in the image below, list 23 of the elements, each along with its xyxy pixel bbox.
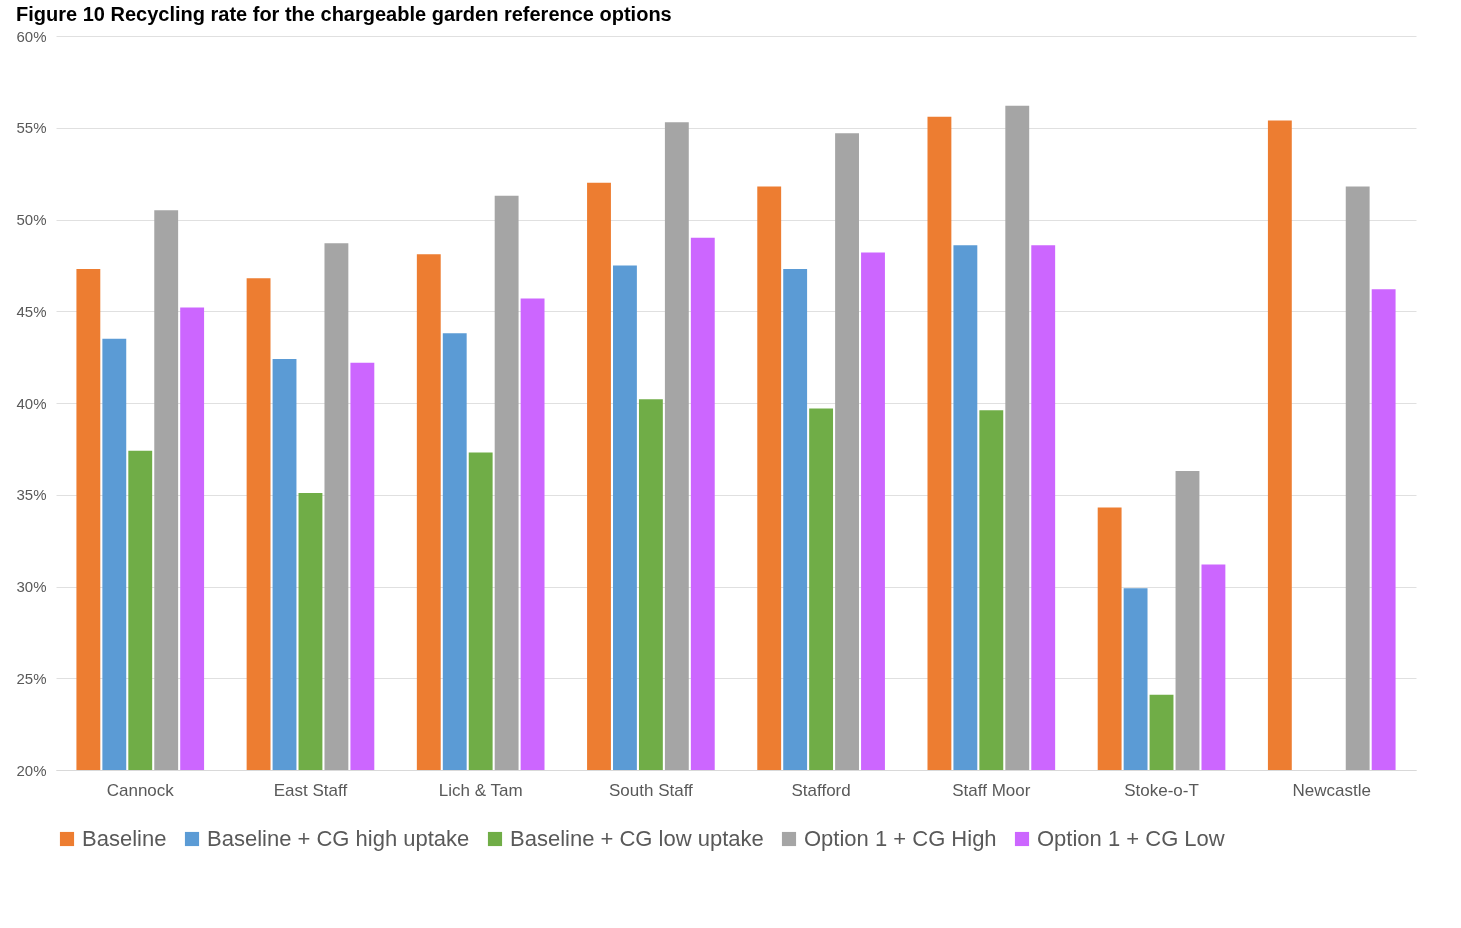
x-tick-label: South Staff xyxy=(608,780,694,800)
y-tick-label: 40% xyxy=(16,394,47,412)
chart-title: Figure 10 Recycling rate for the chargeable garden reference options xyxy=(15,3,672,25)
y-tick-label: 45% xyxy=(16,302,47,320)
y-tick-label: 25% xyxy=(16,669,47,687)
x-tick-label: Stoke-o-T xyxy=(1124,780,1199,800)
x-tick-label: Lich & Tam xyxy=(438,780,523,800)
legend-label: Baseline xyxy=(82,826,167,851)
legend-label: Baseline + CG high uptake xyxy=(207,826,470,851)
x-tick-label: Newcastle xyxy=(1292,780,1371,800)
y-tick-label: 30% xyxy=(16,578,47,595)
x-tick-label: Cannock xyxy=(106,780,175,800)
legend-label: Option 1 + CG High xyxy=(804,826,997,851)
x-tick-label: East Staff xyxy=(273,780,348,800)
legend-label: Baseline + CG low uptake xyxy=(510,826,764,851)
y-tick-label: 35% xyxy=(16,486,47,504)
y-tick-label: 55% xyxy=(16,119,47,137)
x-tick-label: Stafford xyxy=(791,780,851,800)
y-tick-label: 50% xyxy=(16,211,47,228)
y-tick-label: 20% xyxy=(16,761,47,779)
x-tick-label: Staff Moor xyxy=(952,780,1031,800)
y-tick-label: 60% xyxy=(16,27,47,45)
legend-label: Option 1 + CG Low xyxy=(1037,826,1225,851)
